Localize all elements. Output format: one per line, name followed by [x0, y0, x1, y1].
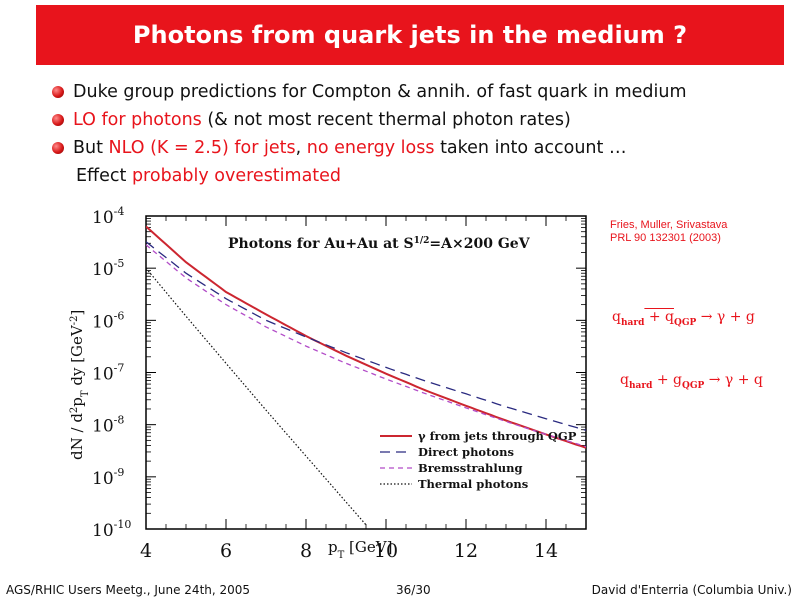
footer-event: AGS/RHIC Users Meetg., June 24th, 2005	[6, 583, 251, 597]
series-line-dash	[146, 241, 586, 431]
series-layer	[146, 225, 586, 526]
slide-title: Photons from quark jets in the medium ?	[36, 5, 784, 65]
series-line-dot	[146, 267, 367, 526]
x-tick-label: 14	[534, 540, 558, 562]
bullet-text: But	[73, 138, 109, 158]
legend-label: Thermal photons	[418, 477, 528, 491]
indent-line: Effect probably overestimated	[50, 162, 770, 190]
process-sub: hard	[628, 380, 653, 391]
bullet-item-1: Duke group predictions for Compton & ann…	[50, 78, 770, 106]
photon-spectrum-chart: 10-410-510-610-710-810-910-10 4 6 8 10 12 14 …	[68, 205, 587, 562]
bullet-text: Duke group predictions for Compton & ann…	[73, 82, 687, 102]
process-sub: hard	[620, 317, 645, 328]
indent-text: Effect	[76, 166, 132, 186]
bullet-icon	[52, 86, 64, 98]
y-tick-label: 10-8	[92, 414, 124, 437]
x-tick-label: 4	[140, 540, 152, 562]
process-sub: QGP	[673, 317, 697, 328]
process-text: + q	[644, 309, 674, 325]
bullet-highlight: LO for photons	[73, 110, 202, 130]
process-compton-annih: qhard + qQGP → γ + g	[612, 309, 755, 328]
process-compton: qhard + gQGP → γ + q	[620, 372, 763, 391]
x-axis-label: pT [GeV]	[328, 538, 392, 561]
bullet-icon	[52, 142, 64, 154]
chart-title: Photons for Au+Au at S1/2=A×200 GeV	[228, 236, 531, 252]
chart-legend: γ from jets through QGP Direct photons Bre…	[380, 429, 577, 491]
bullet-list: Duke group predictions for Compton & ann…	[50, 78, 770, 190]
bullet-text: taken into account …	[434, 138, 627, 158]
series-line-dash-short	[146, 244, 586, 448]
citation-journal: PRL 90 132301 (2003)	[610, 232, 721, 244]
y-tick-label: 10-5	[92, 257, 124, 280]
x-axis-ticks: 4 6 8 10 12 14	[140, 216, 587, 562]
process-text: → γ + g	[696, 309, 755, 325]
x-tick-label: 10	[374, 540, 398, 562]
legend-label: Direct photons	[418, 445, 514, 459]
y-axis-label: dN / d2pT dy [GeV-2]	[68, 310, 91, 460]
footer-page-number: 36/30	[396, 583, 431, 597]
process-sub: QGP	[681, 380, 705, 391]
bullet-item-2: LO for photons (& not most recent therma…	[50, 106, 770, 134]
citation: Fries, Muller, Srivastava PRL 90 132301 …	[610, 219, 790, 245]
process-text: q	[620, 372, 629, 388]
indent-highlight: probably overestimated	[131, 166, 342, 186]
series-line-solid	[146, 225, 586, 449]
bullet-highlight: NLO (K = 2.5) for jets	[108, 138, 296, 158]
chart-area: 10-4 10-5 10-6 10-7 10-8 10-9 10-10 4 6 8 10 12 14 …	[0, 195, 800, 565]
citation-authors: Fries, Muller, Srivastava	[610, 219, 728, 231]
bullet-item-3: But NLO (K = 2.5) for jets, no energy lo…	[50, 134, 770, 162]
process-text: + g	[652, 372, 682, 388]
y-tick-label: 10-6	[92, 309, 124, 332]
y-tick-label: 10-9	[92, 466, 124, 489]
footer-author: David d'Enterria (Columbia Univ.)	[591, 583, 792, 597]
process-text: q	[612, 309, 621, 325]
x-tick-label: 8	[300, 540, 312, 562]
legend-label: γ from jets through QGP	[418, 429, 577, 443]
y-tick-label: 10-4	[92, 205, 124, 228]
x-tick-label: 12	[454, 540, 478, 562]
x-tick-label: 6	[220, 540, 232, 562]
bullet-text: (& not most recent thermal photon rates)	[201, 110, 571, 130]
bullet-highlight: no energy loss	[306, 138, 435, 158]
legend-label: Bremsstrahlung	[418, 461, 523, 475]
bullet-text: ,	[295, 138, 307, 158]
bullet-icon	[52, 114, 64, 126]
process-text: → γ + q	[704, 372, 763, 388]
y-tick-label: 10-10	[92, 518, 131, 541]
y-tick-label: 10-7	[92, 362, 124, 385]
